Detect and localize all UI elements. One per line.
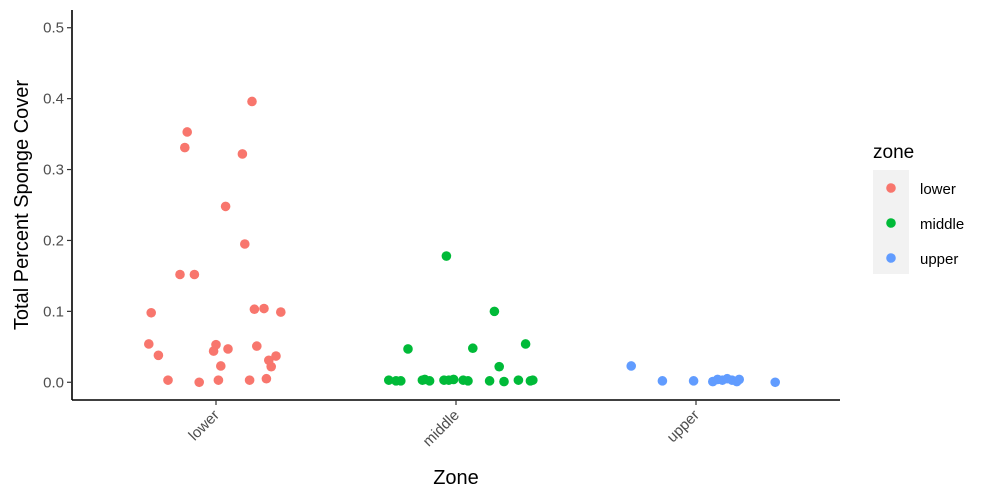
legend-items: lower middle upper	[886, 181, 964, 268]
data-point-lower	[261, 373, 272, 384]
y-tick-label: 0.0	[43, 374, 64, 391]
data-point-lower	[276, 307, 286, 317]
data-point-middle	[441, 251, 452, 261]
plot-points	[144, 96, 780, 388]
data-point-middle	[528, 375, 538, 385]
data-point-lower	[194, 377, 204, 388]
data-point-middle	[520, 339, 531, 349]
x-tick-label: middle	[420, 407, 463, 450]
data-point-lower	[211, 339, 221, 350]
y-tick-label: 0.3	[43, 162, 64, 179]
data-point-lower	[216, 361, 226, 371]
data-point-lower	[271, 351, 281, 361]
data-point-lower	[153, 350, 164, 361]
data-point-middle	[494, 361, 505, 372]
data-point-lower	[244, 375, 255, 385]
legend-label: upper	[920, 251, 958, 268]
y-tick-label: 0.5	[43, 20, 64, 37]
data-point-lower	[144, 339, 154, 349]
data-point-middle	[499, 376, 509, 387]
legend-key-lower	[886, 183, 896, 193]
x-axis-title: Zone	[433, 467, 479, 489]
data-point-middle	[468, 343, 478, 354]
x-tick-label: lower	[185, 407, 222, 444]
data-point-middle	[489, 306, 500, 317]
y-axis-title: Total Percent Sponge Cover	[11, 80, 33, 330]
data-point-middle	[424, 376, 435, 386]
legend-key-middle	[886, 218, 896, 228]
data-point-upper	[626, 361, 636, 371]
data-point-lower	[240, 239, 250, 249]
data-point-lower	[182, 127, 192, 137]
data-point-upper	[770, 377, 780, 388]
data-point-upper	[688, 376, 699, 386]
data-point-middle	[484, 376, 495, 386]
y-tick-label: 0.4	[43, 91, 64, 108]
legend-label: middle	[920, 216, 964, 233]
y-tick-label: 0.1	[43, 303, 64, 320]
data-point-lower	[249, 304, 260, 315]
legend-title: zone	[873, 142, 914, 163]
x-tick-label: upper	[664, 407, 703, 446]
data-point-lower	[237, 149, 248, 159]
data-point-middle	[448, 374, 459, 385]
data-point-lower	[223, 344, 233, 354]
data-point-lower	[247, 96, 257, 107]
data-point-middle	[403, 344, 413, 354]
data-point-middle	[384, 375, 394, 385]
data-point-lower	[146, 307, 156, 318]
data-point-lower	[163, 375, 173, 385]
data-point-middle	[463, 376, 473, 386]
data-point-lower	[251, 341, 262, 351]
data-point-lower	[213, 375, 224, 385]
data-point-middle	[396, 376, 406, 386]
legend-label: lower	[920, 181, 956, 198]
data-point-lower	[175, 269, 185, 280]
y-tick-label: 0.2	[43, 232, 64, 249]
data-point-lower	[259, 303, 269, 314]
data-point-middle	[513, 375, 524, 385]
legend: zone lower middle upper	[873, 142, 964, 274]
x-ticks: lower middle upper	[185, 400, 703, 450]
y-ticks: 0.0 0.1 0.2 0.3 0.4 0.5	[43, 20, 72, 391]
data-point-lower	[266, 361, 277, 372]
data-point-upper	[657, 376, 668, 386]
data-point-lower	[189, 269, 200, 280]
data-point-lower	[220, 201, 231, 212]
legend-key-upper	[886, 253, 896, 263]
data-point-upper	[734, 374, 744, 385]
data-point-lower	[180, 142, 190, 153]
